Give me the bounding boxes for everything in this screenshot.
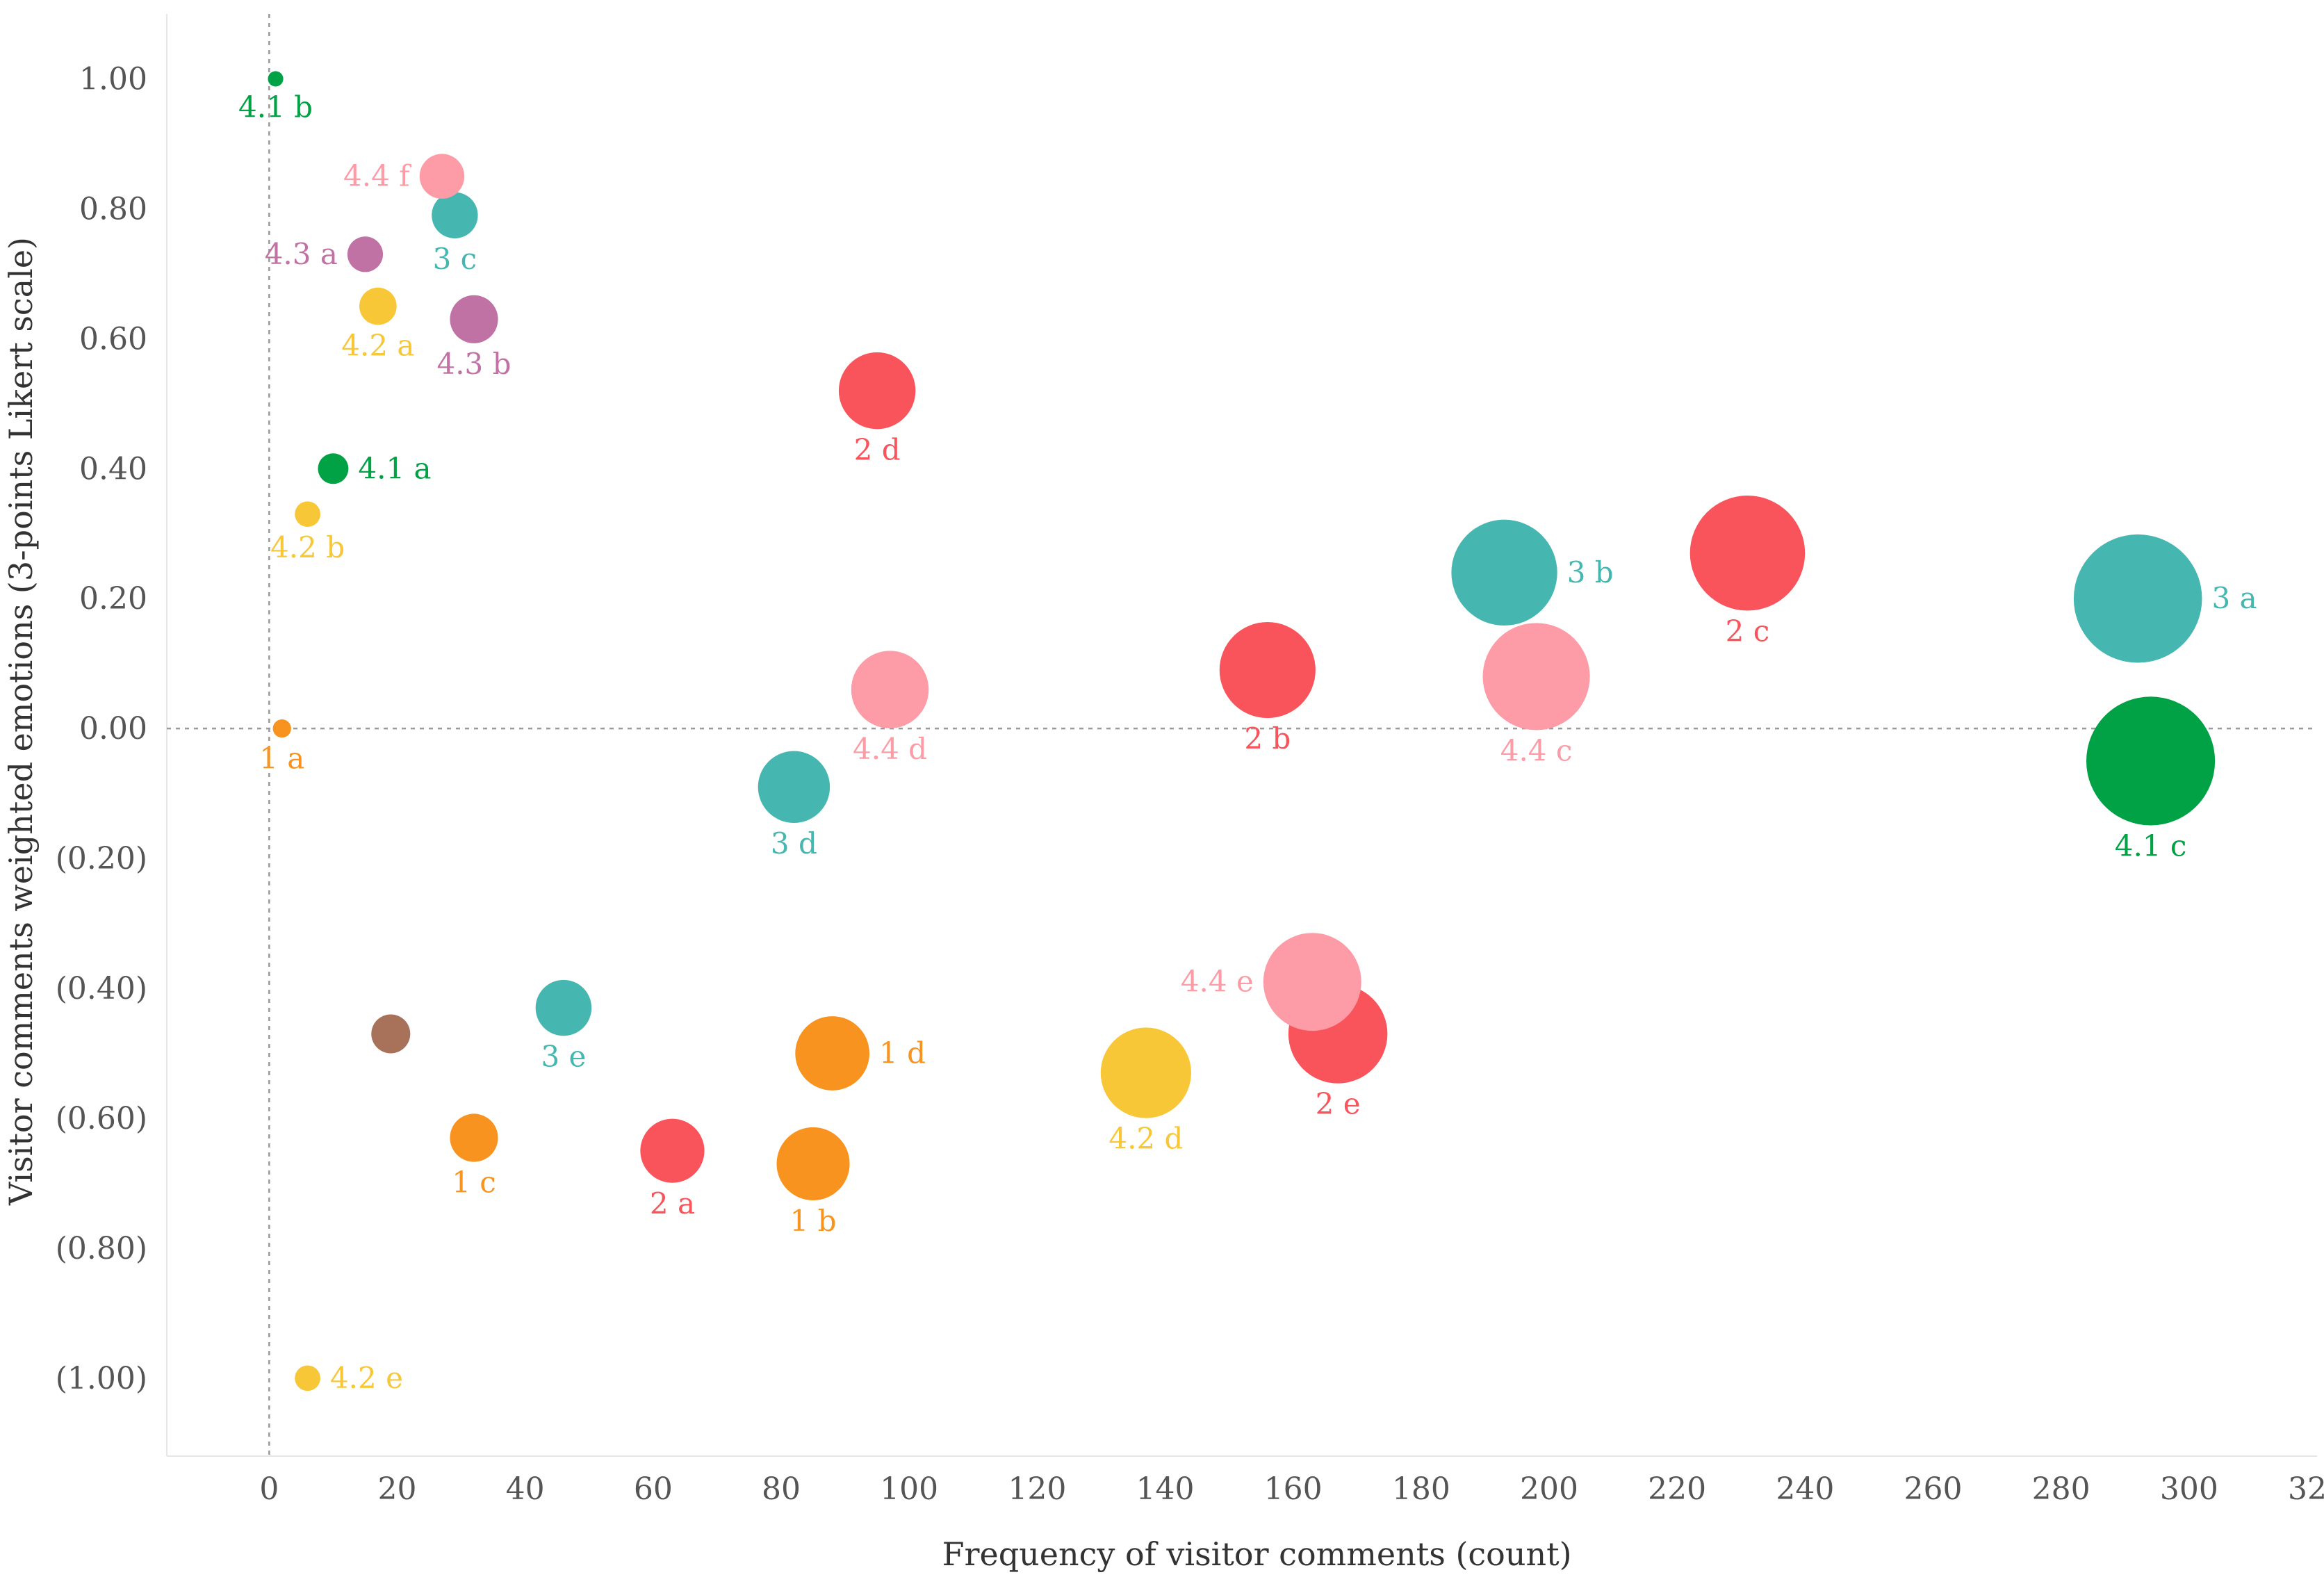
bubble-2-b (1219, 621, 1316, 719)
point-labels: 4.1 b 4.4 f 3 c 4.3 a 4.2 a 4.3 b 2 d 4.1 a 4.2 … (238, 90, 2257, 1395)
x-tick-label: 180 (1392, 1471, 1450, 1507)
label-4-1-a: 4.1 a (358, 451, 431, 485)
x-tick-label: 120 (1008, 1471, 1066, 1507)
x-tick-label: 300 (2160, 1471, 2218, 1507)
x-tick-label: 280 (2032, 1471, 2090, 1507)
x-tick-label: 40 (506, 1471, 545, 1507)
data-points (268, 71, 2216, 1391)
label-4-2-d: 4.2 d (1108, 1122, 1183, 1156)
bubble-4-4-f (419, 154, 465, 199)
bubble-4-1-b (268, 71, 284, 87)
label-4-1-b: 4.1 b (238, 90, 313, 124)
bubble-4-3-a (347, 236, 384, 272)
label-4-2-e: 4.2 e (330, 1361, 403, 1395)
bubble-1-b (776, 1127, 850, 1200)
x-tick-label: 200 (1520, 1471, 1578, 1507)
bubble-4-4-e (1263, 933, 1361, 1031)
label-3-c: 3 c (433, 242, 477, 276)
label-2-e: 2 e (1316, 1087, 1361, 1121)
label-4-4-d: 4.4 d (853, 732, 927, 766)
bubble-unlabeled (371, 1014, 411, 1054)
x-axis-title: Frequency of visitor comments (count) (942, 1535, 1572, 1573)
label-4-2-a: 4.2 a (341, 328, 414, 362)
y-tick-label: 0.80 (79, 191, 147, 227)
bubble-4-3-b (450, 295, 498, 343)
y-tick-label: (0.40) (56, 971, 147, 1006)
x-tick-label: 20 (378, 1471, 417, 1507)
label-4-1-c: 4.1 c (2115, 828, 2187, 863)
label-2-a: 2 a (650, 1186, 695, 1220)
bubble-4-2-e (295, 1365, 320, 1391)
bubble-2-a (640, 1118, 705, 1183)
x-tick-label: 100 (880, 1471, 938, 1507)
x-tick-label: 140 (1136, 1471, 1195, 1507)
label-3-b: 3 b (1567, 555, 1614, 589)
bubble-3-e (535, 979, 592, 1036)
label-4-4-c: 4.4 c (1500, 733, 1573, 767)
label-4-2-b: 4.2 b (270, 530, 345, 564)
x-axis-ticks: 0 20 40 60 80 100 120 140 160 180 200 220 240 260 280 3… (259, 1471, 2324, 1507)
label-4-4-e: 4.4 e (1181, 965, 1254, 999)
x-tick-label: 320 (2288, 1471, 2324, 1507)
x-tick-label: 60 (634, 1471, 673, 1507)
bubble-4-1-a (318, 453, 349, 484)
reference-lines (167, 14, 2317, 1456)
plot-frame (166, 14, 2317, 1457)
bubble-3-a (2073, 534, 2202, 663)
label-3-d: 3 d (771, 826, 817, 860)
label-1-c: 1 c (452, 1166, 496, 1200)
bubble-4-2-a (359, 287, 397, 325)
x-tick-label: 260 (1904, 1471, 1963, 1507)
bubble-1-c (450, 1113, 498, 1162)
y-tick-label: 0.40 (79, 451, 147, 487)
label-4-4-f: 4.4 f (343, 159, 412, 193)
bubble-2-c (1689, 496, 1806, 611)
label-1-b: 1 b (790, 1204, 837, 1238)
x-tick-label: 240 (1776, 1471, 1834, 1507)
label-2-b: 2 b (1244, 721, 1291, 756)
label-3-a: 3 a (2211, 581, 2257, 615)
label-4-3-a: 4.3 a (265, 237, 338, 271)
y-tick-label: 0.00 (79, 711, 147, 746)
y-tick-label: 0.20 (79, 581, 147, 617)
bubble-4-1-c (2086, 696, 2216, 826)
x-tick-label: 80 (762, 1471, 801, 1507)
label-3-e: 3 e (541, 1039, 586, 1073)
y-tick-label: 1.00 (79, 61, 147, 97)
y-tick-label: (0.80) (56, 1231, 147, 1266)
label-4-3-b: 4.3 b (436, 347, 511, 381)
bubble-4-4-c (1482, 623, 1590, 730)
label-2-d: 2 d (854, 432, 901, 466)
bubble-3-c (432, 192, 478, 238)
x-tick-label: 220 (1648, 1471, 1706, 1507)
bubble-4-2-b (295, 501, 320, 528)
y-axis-ticks: 1.00 0.80 0.60 0.40 0.20 0.00 (0.20) (0.40) (0.6… (56, 61, 147, 1396)
bubble-2-d (838, 352, 916, 430)
y-tick-label: (0.20) (56, 841, 147, 876)
bubble-3-b (1451, 519, 1557, 626)
label-2-c: 2 c (1726, 614, 1770, 648)
label-1-a: 1 a (259, 741, 304, 775)
bubble-1-a (272, 719, 291, 738)
bubble-4-2-d (1100, 1027, 1191, 1118)
x-tick-label: 160 (1264, 1471, 1323, 1507)
y-tick-label: (0.60) (56, 1101, 147, 1136)
bubble-4-4-d (851, 651, 929, 728)
y-tick-label: 0.60 (79, 321, 147, 357)
bubble-3-d (758, 751, 830, 824)
y-tick-label: (1.00) (56, 1361, 147, 1396)
x-tick-label: 0 (259, 1471, 279, 1507)
y-axis-title: Visitor comments weighted emotions (3-po… (2, 237, 40, 1206)
label-1-d: 1 d (879, 1036, 926, 1070)
bubble-1-d (795, 1016, 870, 1091)
